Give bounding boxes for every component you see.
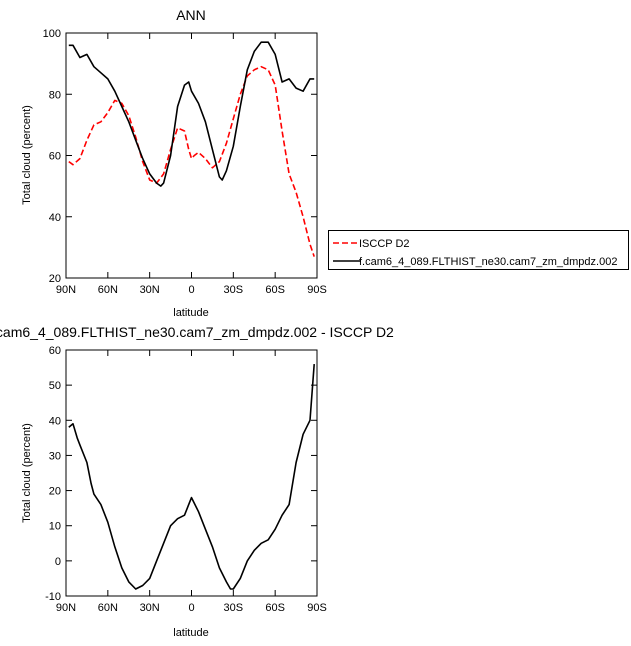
y-tick-label: 20 [49, 273, 61, 285]
chart-title: ANN [176, 7, 206, 23]
y-tick-label: 40 [49, 415, 61, 427]
y-tick-label: 80 [49, 89, 61, 101]
tick-group: 90N 60N 30N 0 30S 60S 90S -10 0 10 20 30 40 50 60 [45, 345, 327, 614]
y-tick-label: 20 [49, 486, 61, 498]
series-group [68, 364, 315, 590]
legend: ISCCP D2 f.cam6_4_089.FLTHIST_ne30.cam7_… [328, 230, 629, 270]
x-tick-label: 60N [98, 602, 118, 614]
y-tick-label: 50 [49, 380, 61, 392]
y-axis-label: Total cloud (percent) [21, 423, 33, 523]
chart-panel-ann: ANN Total cloud (percent) latitude 90N 60… [21, 7, 327, 319]
chart-panel-difference: f.cam6_4_089.FLTHIST_ne30.cam7_zm_dmpdz.… [0, 324, 394, 639]
tick-group: 90N 60N 30N 0 30S 60S 90S 20 40 60 80 100 [43, 28, 327, 296]
y-tick-label: 60 [49, 345, 61, 357]
x-axis-label: latitude [173, 627, 208, 639]
y-tick-label: 30 [49, 450, 61, 462]
y-tick-label: 10 [49, 521, 61, 533]
x-tick-label: 30N [140, 602, 160, 614]
x-tick-label: 60S [265, 602, 285, 614]
y-tick-label: 40 [49, 212, 61, 224]
series-line-1 [68, 41, 315, 187]
x-tick-label: 30S [224, 602, 244, 614]
legend-label-cam: f.cam6_4_089.FLTHIST_ne30.cam7_zm_dmpdz.… [359, 256, 617, 268]
x-tick-label: 90S [307, 602, 327, 614]
x-tick-label: 90N [56, 602, 76, 614]
x-tick-label: 90S [307, 284, 327, 296]
legend-label-isccp: ISCCP D2 [359, 238, 410, 250]
series-line-0 [68, 65, 315, 257]
x-axis-label: latitude [173, 307, 208, 319]
y-tick-label: 60 [49, 151, 61, 163]
x-tick-label: 90N [56, 284, 76, 296]
y-tick-label: 100 [43, 28, 61, 40]
series-group [68, 41, 315, 257]
x-tick-label: 60N [98, 284, 118, 296]
y-tick-label: -10 [45, 591, 61, 603]
x-tick-label: 60S [265, 284, 285, 296]
x-tick-label: 30S [224, 284, 244, 296]
y-tick-label: 0 [55, 556, 61, 568]
x-tick-label: 30N [140, 284, 160, 296]
plot-frame [65, 32, 318, 279]
x-tick-label: 0 [188, 284, 194, 296]
series-line-0 [68, 364, 315, 590]
x-tick-label: 0 [188, 602, 194, 614]
plot-frame [65, 349, 318, 597]
y-axis-label: Total cloud (percent) [21, 105, 33, 205]
chart-title: f.cam6_4_089.FLTHIST_ne30.cam7_zm_dmpdz.… [0, 324, 394, 340]
